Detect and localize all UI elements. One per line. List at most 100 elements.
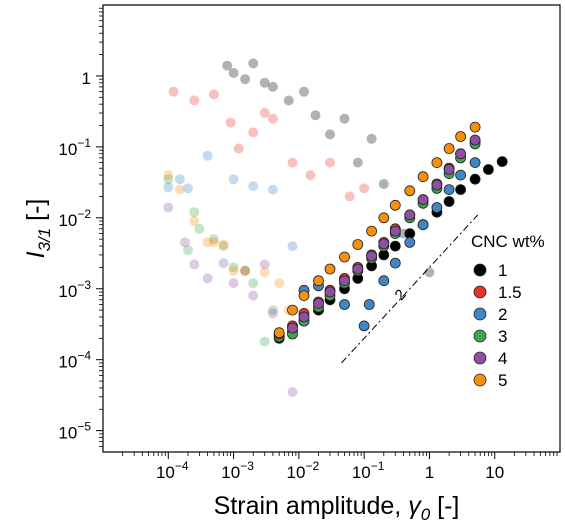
faded-point — [228, 174, 239, 185]
faded-point — [267, 184, 278, 195]
faded-point — [240, 265, 251, 276]
data-point — [431, 202, 443, 213]
faded-point — [287, 157, 298, 168]
legend-label: 5 — [498, 371, 507, 390]
y-tick-label: 10−5 — [58, 420, 91, 443]
faded-point — [240, 74, 251, 85]
data-point — [417, 219, 429, 231]
faded-point — [259, 336, 270, 347]
x-tick-label: 10−4 — [156, 459, 189, 482]
data-point — [389, 199, 401, 211]
faded-point — [259, 267, 270, 278]
data-point — [358, 320, 370, 332]
y-axis-label-unit: [-] — [22, 199, 50, 228]
faded-point — [228, 265, 239, 276]
faded-point — [299, 86, 309, 97]
data-point — [378, 238, 390, 250]
data-point — [455, 169, 467, 181]
faded-point — [259, 108, 270, 118]
legend-label: 2 — [498, 305, 507, 324]
data-point — [469, 121, 481, 133]
legend-marker — [473, 285, 487, 299]
data-point — [298, 290, 310, 302]
faded-point — [248, 181, 259, 192]
faded-point — [248, 278, 259, 289]
legend-label: 3 — [498, 327, 507, 346]
legend-marker — [473, 307, 487, 321]
x-tick-label: 10−1 — [352, 459, 385, 482]
data-point — [324, 286, 336, 298]
faded-point — [259, 259, 270, 270]
x-tick-label: 10−3 — [221, 459, 254, 482]
data-point — [324, 263, 336, 275]
data-point — [389, 225, 401, 237]
legend-label: 4 — [498, 349, 507, 368]
data-point — [298, 311, 310, 323]
y-tick-label: 10−2 — [58, 207, 91, 230]
data-point — [482, 164, 494, 175]
data-point — [313, 275, 324, 287]
faded-point — [189, 259, 200, 270]
faded-point — [208, 237, 219, 248]
faded-point — [274, 278, 285, 289]
x-tick-label: 1 — [425, 463, 434, 482]
faded-point — [225, 117, 236, 128]
data-point — [287, 304, 298, 316]
faded-point — [283, 95, 294, 106]
faded-point — [163, 182, 174, 193]
data-point — [404, 185, 416, 197]
faded-point — [182, 183, 193, 194]
data-point — [455, 148, 467, 160]
faded-point — [180, 237, 190, 248]
faded-point — [202, 237, 213, 248]
x-tick-label: 10 — [485, 463, 504, 482]
faded-point — [194, 223, 205, 234]
data-point — [496, 156, 508, 168]
legend-marker — [473, 263, 487, 277]
faded-point — [248, 58, 259, 69]
faded-point — [352, 157, 363, 168]
faded-point — [174, 174, 185, 185]
faded-point — [325, 157, 335, 168]
legend-label: 1.5 — [498, 283, 522, 302]
data-point — [352, 263, 364, 275]
faded-point — [248, 290, 259, 301]
data-point — [431, 179, 443, 191]
y-tick-label: 10−1 — [58, 136, 91, 159]
faded-point — [168, 86, 179, 97]
data-point — [378, 275, 390, 287]
y-axis-label-symbol: I — [22, 251, 50, 258]
faded-point — [182, 245, 193, 256]
faded-point — [218, 239, 229, 250]
legend-marker — [473, 351, 487, 365]
faded-point — [228, 278, 239, 289]
data-point — [366, 225, 378, 237]
y-axis-label-subscript: 3/1 — [35, 228, 54, 252]
faded-point — [174, 184, 185, 195]
data-point — [366, 250, 378, 262]
faded-point — [248, 127, 259, 138]
faded-point — [202, 150, 213, 161]
data-point — [469, 173, 481, 185]
data-point — [339, 251, 350, 263]
faded-point — [189, 216, 200, 227]
x-axis-label-main: Strain amplitude, — [214, 492, 409, 520]
y-tick-label: 10−3 — [58, 278, 91, 301]
faded-point — [222, 60, 233, 71]
x-axis-label-symbol: γ — [408, 492, 422, 520]
data-point — [455, 131, 467, 142]
faded-point — [424, 267, 435, 278]
slope-label: 2 — [392, 286, 410, 304]
faded-point — [218, 258, 229, 269]
data-point — [273, 327, 285, 339]
faded-point — [163, 202, 174, 213]
faded-points-layer — [163, 58, 435, 397]
legend-marker — [473, 329, 487, 343]
faded-point — [287, 387, 298, 397]
faded-point — [344, 191, 355, 202]
faded-point — [163, 170, 174, 181]
faded-point — [267, 308, 278, 319]
faded-point — [208, 234, 219, 245]
data-point — [378, 212, 390, 224]
faded-point — [267, 305, 278, 316]
